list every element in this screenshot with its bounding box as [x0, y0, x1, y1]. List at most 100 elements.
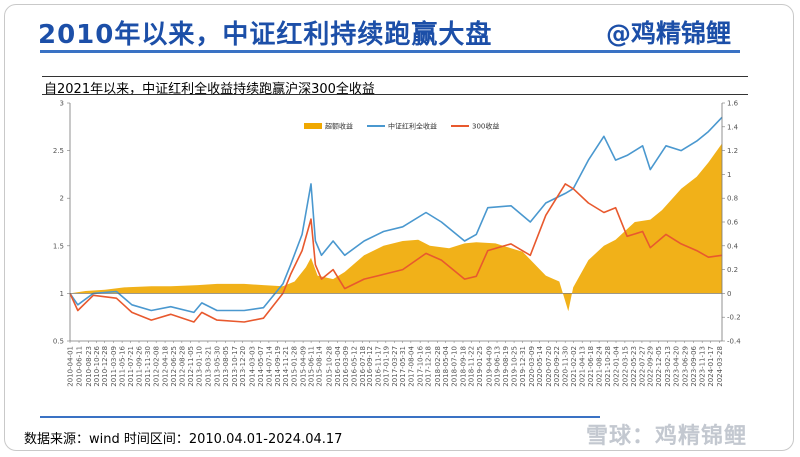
x-tick-label: 2022-07-27 [638, 346, 646, 387]
x-tick-label: 2017-12-18 [425, 346, 433, 387]
x-tick-label: 2022-12-05 [655, 346, 663, 387]
x-tick-label: 2021-10-28 [604, 346, 612, 387]
x-tick-label: 2013-05-30 [213, 346, 221, 387]
x-tick-label: 2014-03-03 [249, 346, 257, 387]
x-tick-label: 2012-02-08 [153, 346, 161, 387]
x-tick-label: 2016-05-12 [350, 346, 358, 387]
x-tick-label: 2022-01-04 [613, 345, 621, 386]
csi300-return-line [69, 183, 723, 323]
x-tick-label: 2022-03-15 [621, 346, 629, 387]
y-left-tick-label: 0.5 [53, 338, 64, 346]
x-tick-label: 2019-06-13 [494, 346, 502, 387]
x-tick-label: 2022-05-23 [630, 346, 638, 387]
y-right-tick-label: -0.2 [727, 314, 741, 322]
x-tick-label: 2017-01-19 [382, 346, 390, 387]
x-tick-label: 2010-06-11 [76, 346, 84, 387]
x-tick-label: 2014-07-14 [265, 345, 273, 386]
watermark-text: 雪球：鸡精锦鲤 [586, 424, 748, 449]
x-tick-label: 2022-09-29 [647, 346, 655, 387]
page-title: 2010年以来，中证红利持续跑赢大盘 [38, 20, 493, 50]
x-tick-label: 2019-01-25 [476, 346, 484, 387]
x-tick-label: 2020-03-09 [528, 346, 536, 387]
excess-area-layer [70, 143, 722, 312]
x-tick-label: 2023-02-13 [664, 346, 672, 387]
axes-layer: 0.5 1 1.5 2 2.5 3 -0.4 -0.2 0 0.2 0.4 0.6 0.8 1 1.2 1.4… [53, 100, 741, 387]
x-tick-label: 2013-08-05 [222, 346, 230, 387]
x-tick-label: 2011-09-26 [136, 345, 144, 386]
x-tick-label: 2010-08-23 [85, 346, 93, 387]
x-tick-label: 2010-12-28 [101, 346, 109, 387]
x-tick-label: 2020-11-30 [562, 346, 570, 387]
x-tick-label: 2013-03-21 [204, 346, 212, 387]
x-tick-label: 2014-05-07 [257, 346, 265, 387]
x-tick-label: 2018-07-10 [451, 346, 459, 387]
x-tick-label: 2023-11-13 [699, 346, 707, 387]
y-left-tick-label: 3 [60, 100, 64, 108]
dividend-total-return-line [69, 116, 723, 314]
x-tick-label: 2011-05-16 [119, 345, 127, 386]
legend-entry-label: 中证红利全收益 [388, 122, 437, 131]
x-tick-label: 2017-03-27 [391, 346, 399, 387]
x-tick-label: 2017-10-16 [417, 345, 425, 386]
x-tick-label: 2023-06-29 [681, 346, 689, 387]
legend-entry-label: 超额收益 [325, 122, 353, 131]
subtitle-rule-top [42, 76, 748, 77]
x-tick-label: 2016-09-12 [366, 346, 374, 387]
subtitle-rule-bottom [42, 94, 748, 95]
x-tick-label: 2011-07-21 [127, 346, 135, 387]
x-tick-label: 2016-11-17 [374, 346, 382, 387]
x-tick-label: 2020-07-20 [545, 346, 553, 387]
y-right-tick-label: 1.4 [727, 123, 739, 131]
x-tick-label: 2019-08-19 [502, 346, 510, 387]
chart-canvas: 0.5 1 1.5 2 2.5 3 -0.4 -0.2 0 0.2 0.4 0.6 0.8 1 1.2 1.4… [53, 100, 741, 387]
x-tick-label: 2020-05-14 [536, 345, 544, 386]
y-right-tick-label: 0.8 [727, 195, 738, 203]
y-left-tick-label: 2.5 [53, 147, 64, 155]
x-tick-label: 2010-04-01 [67, 346, 75, 387]
x-tick-label: 2019-04-09 [485, 346, 493, 387]
x-tick-label: 2018-11-22 [468, 346, 476, 387]
x-tick-label: 2017-08-04 [407, 345, 415, 386]
x-tick-label: 2018-02-28 [434, 346, 442, 387]
y-right-tick-label: 0.2 [727, 266, 738, 274]
x-tick-label: 2012-08-28 [178, 346, 186, 387]
x-tick-label: 2013-10-17 [231, 346, 239, 387]
x-tick-label: 2019-10-25 [511, 346, 519, 387]
chart-legend: 超额收益 中证红利全收益 300收益 [304, 122, 499, 131]
x-tick-label: 2013-01-10 [196, 346, 204, 387]
x-tick-label: 2015-08-14 [316, 345, 324, 386]
x-tick-label: 2012-04-18 [162, 346, 170, 387]
x-tick-label: 2017-05-31 [399, 346, 407, 387]
chart-subtitle: 自2021年以来，中证红利全收益持续跑赢沪深300全收益 [44, 82, 375, 97]
series-line-layer [69, 116, 723, 323]
x-tick-label: 2019-12-31 [519, 346, 527, 387]
y-right-tick-label: 1 [727, 171, 731, 179]
x-tick-label: 2016-07-18 [359, 346, 367, 387]
x-tick-label: 2012-11-05 [187, 346, 195, 387]
x-tick-label: 2021-06-18 [587, 346, 595, 387]
x-tick-label: 2024-01-17 [707, 346, 715, 387]
y-right-tick-label: 0.6 [727, 219, 739, 227]
y-right-tick-label: 1.2 [727, 147, 738, 155]
y-left-tick-label: 1 [60, 290, 64, 298]
x-tick-label: 2020-09-22 [553, 346, 561, 387]
author-handle: @鸡精锦鲤 [606, 19, 732, 48]
x-tick-label: 2023-04-20 [672, 346, 680, 387]
x-tick-label: 2011-03-09 [110, 346, 118, 387]
header-divider [40, 50, 740, 53]
y-right-tick-label: 0.4 [727, 242, 739, 250]
x-tick-label: 2014-11-21 [282, 346, 290, 387]
x-tick-label: 2023-09-06 [690, 345, 698, 386]
y-left-tick-label: 1.5 [53, 242, 64, 250]
x-tick-label: 2021-04-13 [579, 346, 587, 387]
x-tick-label: 2021-02-02 [570, 346, 578, 387]
x-tick-label: 2015-04-09 [300, 346, 308, 387]
data-source-note: 数据来源：wind 时间区间：2010.04.01-2024.04.17 [24, 432, 343, 447]
x-tick-label: 2018-09-18 [460, 346, 468, 387]
legend-entry-label: 300收益 [472, 122, 499, 131]
x-tick-label: 2015-10-28 [325, 346, 333, 387]
x-tick-label: 2024-03-28 [716, 346, 724, 387]
x-tick-label: 2015-01-28 [291, 346, 299, 387]
y-right-tick-label: 1.6 [727, 100, 739, 108]
x-tick-label: 2011-11-30 [144, 346, 152, 387]
